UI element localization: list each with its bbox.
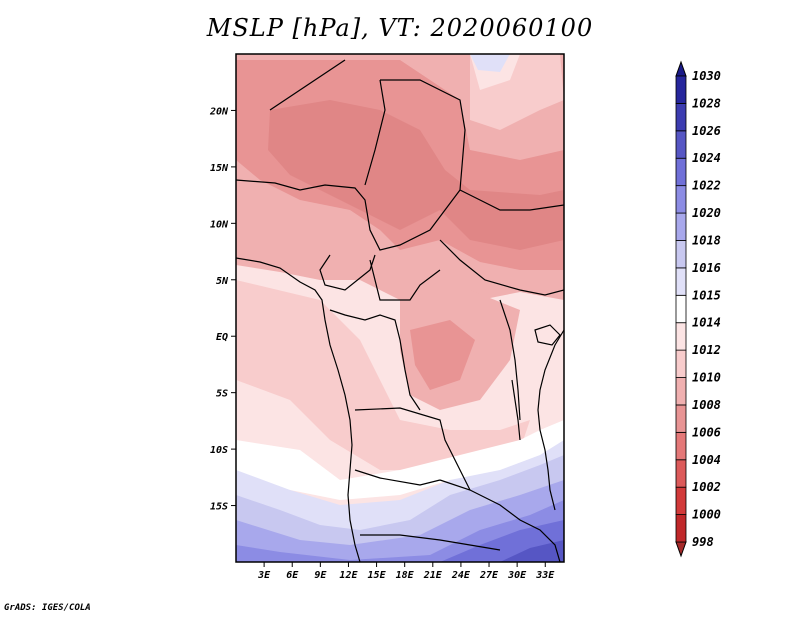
- colorbar-swatch: [675, 75, 687, 104]
- colorbar-label: 1012: [692, 343, 721, 357]
- border-3: [364, 79, 386, 186]
- colorbar-label: 1008: [692, 398, 721, 412]
- border-8: [369, 259, 441, 301]
- colorbar: 998 1000 1002 1004 1006 1008 1010 1012 1014 1015 1…: [675, 60, 721, 558]
- field-west-1012: [236, 280, 530, 470]
- border-2: [459, 189, 564, 211]
- border-7: [319, 254, 376, 291]
- map-borders: [236, 59, 564, 562]
- colorbar-label: 1024: [692, 151, 721, 165]
- x-tick-label: 18E: [396, 570, 415, 581]
- y-tick-label: 5N: [216, 276, 229, 287]
- y-tick-label: 20N: [209, 106, 229, 117]
- colorbar-label: 1014: [692, 316, 721, 330]
- coastline-west: [236, 257, 361, 562]
- x-tick-label: 24E: [451, 570, 471, 581]
- field-white-1015: [236, 420, 564, 500]
- colorbar-swatch: [675, 157, 687, 187]
- border-5: [380, 79, 466, 191]
- border-6: [439, 239, 564, 296]
- border-11: [354, 469, 441, 486]
- field-congo-core: [410, 320, 475, 390]
- colorbar-swatch: [675, 294, 687, 324]
- colorbar-label: 1015: [692, 288, 721, 302]
- colorbar-label: 1030: [692, 69, 721, 83]
- colorbar-swatch: [675, 212, 687, 241]
- x-tick-label: 30E: [507, 570, 527, 581]
- colorbar-swatch: [675, 349, 687, 378]
- colorbar-label: 1004: [692, 453, 721, 467]
- border-9: [329, 309, 421, 411]
- colorbar-label: 1016: [692, 261, 721, 275]
- colorbar-label: 1000: [692, 508, 721, 522]
- border-12: [439, 479, 561, 562]
- colorbar-label: 1020: [692, 206, 721, 220]
- map-field: [236, 54, 564, 562]
- colorbar-label: 1010: [692, 371, 721, 385]
- x-tick-label: 3E: [257, 570, 271, 581]
- colorbar-low-triangle: [675, 541, 687, 558]
- x-tick-label: 21E: [423, 570, 443, 581]
- y-tick-label: 15S: [210, 502, 228, 513]
- y-tick-label: 10S: [210, 445, 228, 456]
- colorbar-swatch: [675, 486, 687, 515]
- colorbar-label: 1006: [692, 425, 721, 439]
- y-tick-label: 15N: [210, 163, 229, 174]
- x-tick-group: 3E 6E 9E 12E 15E 18E 21E 24E 27E 30E 33E: [257, 562, 555, 581]
- x-tick-label: 15E: [368, 570, 387, 581]
- colorbar-swatch: [675, 377, 687, 406]
- border-10: [354, 407, 471, 491]
- colorbar-swatch: [675, 431, 687, 461]
- border-1: [236, 179, 461, 251]
- colorbar-swatch: [675, 322, 687, 351]
- colorbar-label: 1028: [692, 96, 721, 110]
- border-14: [499, 299, 521, 421]
- colorbar-label: 1022: [692, 179, 721, 193]
- border-4: [269, 59, 346, 111]
- x-tick-label: 6E: [286, 570, 299, 581]
- colorbar-swatch: [675, 404, 687, 433]
- lake-tanganyika: [511, 379, 521, 441]
- chart-title: MSLP [hPa], VT: 2020060100: [206, 14, 594, 42]
- colorbar-high-triangle: [675, 60, 687, 77]
- coastline-east: [537, 329, 564, 511]
- colorbar-label: 1026: [692, 124, 721, 138]
- y-tick-label: 10N: [210, 219, 229, 230]
- colorbar-label: 1018: [692, 233, 721, 247]
- y-tick-label: 5S: [216, 389, 228, 400]
- x-tick-label: 12E: [339, 570, 358, 581]
- colorbar-swatch: [675, 514, 687, 543]
- x-tick-label: 9E: [314, 570, 327, 581]
- colorbar-swatch: [675, 185, 687, 214]
- field-core-1007: [268, 100, 564, 250]
- colorbar-swatch: [675, 459, 687, 488]
- x-tick-label: 27E: [479, 570, 499, 581]
- y-tick-label: EQ: [216, 332, 228, 343]
- lake-victoria: [534, 324, 561, 346]
- grads-credit: GrADS: IGES/COLA: [4, 603, 91, 613]
- colorbar-label: 998: [692, 535, 714, 549]
- x-tick-label: 33E: [535, 570, 555, 581]
- colorbar-swatch: [675, 103, 687, 132]
- colorbar-swatch: [675, 267, 687, 296]
- map-frame: [235, 53, 565, 563]
- y-tick-group: 20N 15N 10N 5N EQ 5S 10S 15S: [209, 106, 236, 513]
- field-south-1026: [500, 540, 564, 562]
- colorbar-swatch: [675, 240, 687, 269]
- colorbar-swatch: [675, 130, 687, 159]
- colorbar-label: 1002: [692, 480, 721, 494]
- border-13: [360, 534, 501, 551]
- field-ne-blue: [470, 54, 510, 72]
